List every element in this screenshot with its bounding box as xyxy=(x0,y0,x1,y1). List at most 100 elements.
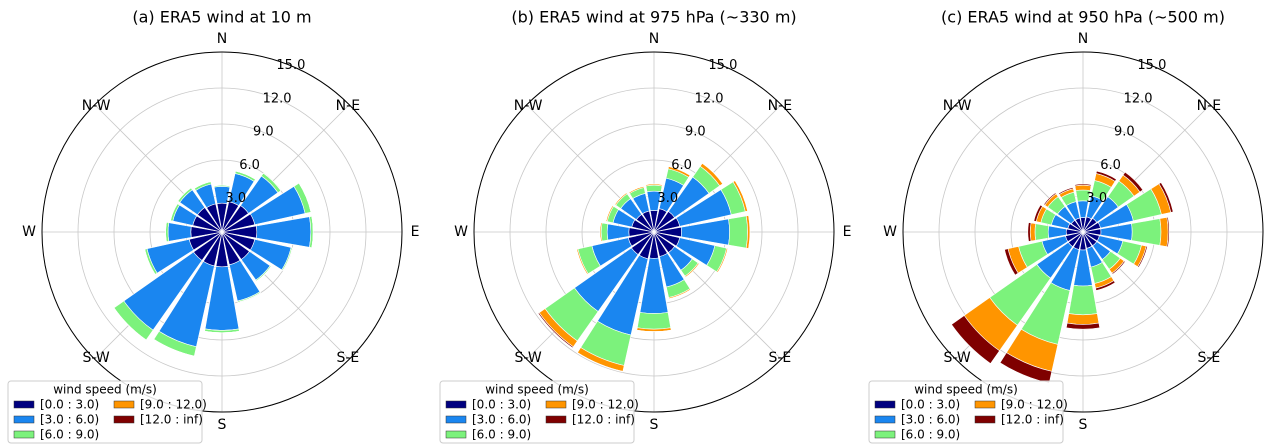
radial-tick-label: 6.0 xyxy=(1100,158,1121,173)
direction-label: N xyxy=(1078,31,1088,47)
bar-segment xyxy=(636,312,672,330)
bar-segment xyxy=(204,331,240,334)
bar-segment xyxy=(636,329,672,332)
bar-segment xyxy=(599,222,602,242)
direction-label: N-E xyxy=(336,98,360,114)
polar-frame xyxy=(902,51,1264,413)
grid-circle xyxy=(113,123,331,341)
bar-segment xyxy=(600,222,609,242)
radial-tick-label: 12.0 xyxy=(695,91,724,106)
legend-swatch xyxy=(445,415,467,424)
legend-swatch xyxy=(874,415,896,424)
radial-tick-label: 3.0 xyxy=(225,191,246,206)
bar-segment xyxy=(1065,322,1101,330)
bar-segment xyxy=(1122,171,1144,193)
radial-tick-label: 15.0 xyxy=(1137,58,1166,73)
legend-label: [9.0 : 12.0) xyxy=(572,398,639,412)
legend-swatch xyxy=(974,400,996,409)
radial-tick-label: 12.0 xyxy=(263,91,292,106)
legend-label: [0.0 : 3.0) xyxy=(472,398,531,412)
bar-segment xyxy=(167,222,192,242)
legend-label: [9.0 : 12.0) xyxy=(140,398,207,412)
radial-tick-label: 3.0 xyxy=(1086,191,1107,206)
legend-swatch xyxy=(445,430,467,439)
legend-swatch xyxy=(874,400,896,409)
bar-segment xyxy=(576,352,624,373)
legend-swatch xyxy=(974,415,996,424)
bar-segment xyxy=(734,180,748,212)
bar-segment xyxy=(1131,218,1162,246)
legend-swatch xyxy=(13,400,35,409)
bar-segment xyxy=(1068,284,1098,316)
legend-label: [12.0 : inf) xyxy=(572,413,635,427)
bar-segment xyxy=(1095,170,1117,182)
bar-segment xyxy=(1034,223,1050,241)
radial-tick-label: 3.0 xyxy=(657,191,678,206)
legend-swatch xyxy=(113,415,135,424)
legend-label: [6.0 : 9.0) xyxy=(40,428,99,442)
wind-rose: (b) ERA5 wind at 975 hPa (~330 m) 3.0 6.0 9… xyxy=(439,8,851,444)
bar-segment xyxy=(1029,222,1037,242)
radial-tick-label: 15.0 xyxy=(276,58,305,73)
bar-segment xyxy=(113,307,147,341)
direction-label: N xyxy=(649,31,659,47)
bar-segment xyxy=(1159,217,1169,247)
legend-title: wind speed (m/s) xyxy=(914,383,1018,397)
direction-label: N-E xyxy=(1197,98,1221,114)
bar-segment xyxy=(951,315,1000,364)
direction-label: N-W xyxy=(943,98,972,114)
legend-title: wind speed (m/s) xyxy=(53,383,157,397)
polar-frame xyxy=(473,51,835,413)
grid-circle xyxy=(974,123,1192,341)
direction-label: W xyxy=(883,224,897,240)
bar-segment xyxy=(728,215,748,249)
polar-frame xyxy=(41,51,403,413)
bar-segment xyxy=(1074,183,1092,187)
radial-tick-label: 12.0 xyxy=(1124,91,1153,106)
grid-circle xyxy=(938,87,1228,377)
bar-segment xyxy=(1074,184,1092,191)
wind-rose: (c) ERA5 wind at 950 hPa (~500 m) 3.0 6.0 9… xyxy=(868,8,1264,444)
legend-label: [9.0 : 12.0) xyxy=(1001,398,1068,412)
legend-label: [3.0 : 6.0) xyxy=(472,413,531,427)
bar-segment xyxy=(298,182,312,213)
bar-segment xyxy=(1043,192,1057,206)
legend-label: [6.0 : 9.0) xyxy=(472,428,531,442)
direction-label: S-W xyxy=(515,350,542,366)
bar-segment xyxy=(1111,260,1126,275)
legend-label: [12.0 : inf) xyxy=(140,413,203,427)
bar-segment xyxy=(606,223,630,241)
bar-segment xyxy=(1158,182,1174,213)
bar-segment xyxy=(213,184,231,187)
radial-tick-label: 9.0 xyxy=(685,125,706,140)
direction-label: S xyxy=(1079,417,1088,433)
legend-title: wind speed (m/s) xyxy=(485,383,589,397)
direction-label: S-W xyxy=(83,350,110,366)
direction-label: S-W xyxy=(944,350,971,366)
legend-label: [0.0 : 3.0) xyxy=(901,398,960,412)
bar-segment xyxy=(1033,204,1043,222)
chart-title: (a) ERA5 wind at 10 m xyxy=(132,8,311,27)
legend-box xyxy=(868,380,1064,444)
legend-swatch xyxy=(874,430,896,439)
direction-label: N-E xyxy=(768,98,792,114)
legend-swatch xyxy=(545,415,567,424)
radial-tick-label: 9.0 xyxy=(1114,125,1135,140)
direction-label: N xyxy=(217,31,227,47)
bar-segment xyxy=(1137,245,1148,268)
direction-label: N-W xyxy=(82,98,111,114)
direction-label: W xyxy=(22,224,36,240)
legend-swatch xyxy=(13,430,35,439)
wind-rose: (a) ERA5 wind at 10 m 3.0 6.0 9.0 12.0 15.0 N N… xyxy=(7,8,419,444)
legend-label: [3.0 : 6.0) xyxy=(40,413,99,427)
direction-label: W xyxy=(454,224,468,240)
legend-swatch xyxy=(13,415,35,424)
direction-label: S-E xyxy=(336,350,359,366)
direction-label: S-E xyxy=(768,350,791,366)
direction-label: S xyxy=(650,417,659,433)
grid-circle xyxy=(509,87,799,377)
chart-title: (c) ERA5 wind at 950 hPa (~500 m) xyxy=(941,8,1225,27)
bar-segment xyxy=(1058,187,1074,195)
